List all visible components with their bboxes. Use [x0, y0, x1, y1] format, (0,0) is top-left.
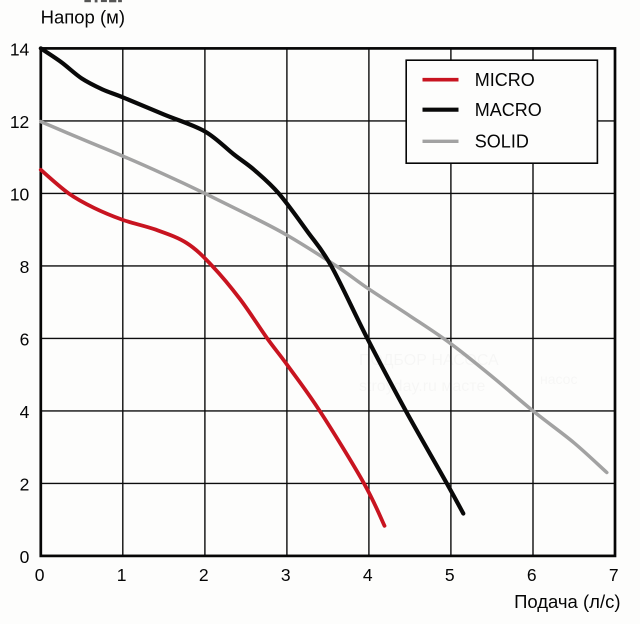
svg-text:12: 12: [10, 112, 29, 132]
svg-text:14: 14: [10, 39, 30, 59]
svg-text:0: 0: [20, 547, 30, 567]
svg-text:5: 5: [445, 565, 455, 585]
svg-text:SOLID: SOLID: [475, 132, 529, 152]
svg-text:10: 10: [10, 184, 30, 204]
svg-text:1: 1: [117, 565, 127, 585]
svg-text:6: 6: [527, 565, 537, 585]
svg-text:Подача (л/с): Подача (л/с): [514, 591, 620, 612]
svg-text:Напор (м): Напор (м): [41, 7, 125, 28]
svg-text:0: 0: [35, 565, 45, 585]
svg-text:stroyday.ru масте: stroyday.ru масте: [359, 378, 485, 395]
svg-text:2: 2: [199, 565, 209, 585]
svg-text:6: 6: [20, 329, 30, 349]
svg-text:MACRO: MACRO: [475, 100, 542, 120]
svg-text:4: 4: [20, 402, 30, 422]
svg-text:8: 8: [20, 257, 30, 277]
svg-text:4: 4: [363, 565, 373, 585]
svg-text:7: 7: [609, 565, 619, 585]
svg-text:3: 3: [281, 565, 291, 585]
svg-text:MICRO: MICRO: [475, 70, 535, 90]
svg-text:2: 2: [20, 474, 30, 494]
svg-text:насос: насос: [540, 371, 577, 387]
